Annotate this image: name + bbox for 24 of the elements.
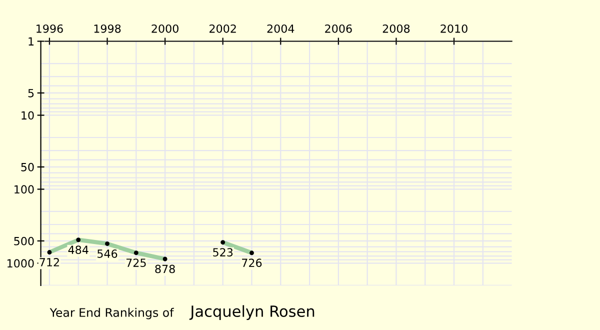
data-label: 484 [68,246,88,254]
x-tick-label: 2010 [440,24,468,33]
x-tick-label: 1998 [94,24,121,33]
x-tick-label: 1996 [36,24,63,33]
data-label: 725 [126,258,146,268]
x-tick-label: 2006 [325,24,352,33]
y-tick-label: 5 [28,89,34,98]
text: Year End Rankings of [50,308,174,320]
text: Jacquelyn Rosen [189,305,314,320]
y-tick-label: 1000 [7,259,34,268]
y-tick-label: 50 [21,162,34,172]
data-label: 712 [40,258,59,266]
y-tick-label: 100 [14,185,34,194]
y-tick-label: 10 [22,111,34,120]
y-tick-label: 500 [14,236,34,246]
x-tick-label: 2004 [267,24,294,33]
x-tick-label: 2000 [152,24,178,33]
x-tick-label: 2002 [210,24,236,33]
data-label: 878 [155,264,175,274]
y-tick-label: 1 [28,37,34,46]
data-label: 546 [98,249,118,258]
x-tick-label: 2008 [382,24,410,33]
data-label: 523 [213,248,233,257]
data-label: 726 [242,258,262,268]
